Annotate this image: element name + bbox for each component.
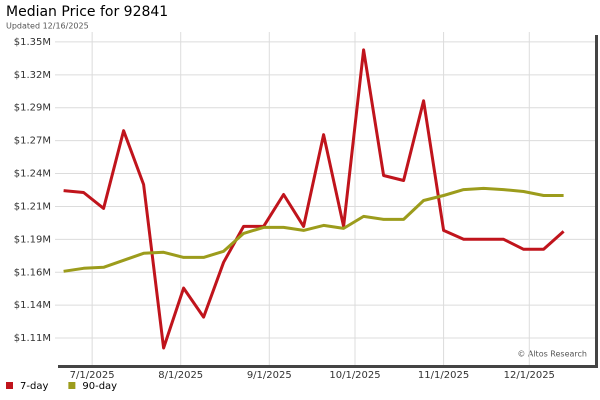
x-tick-label: 9/1/2025 xyxy=(247,370,292,381)
x-tick-label: 8/1/2025 xyxy=(158,370,203,381)
y-tick-label: $1.14M xyxy=(14,300,51,311)
y-tick-label: $1.11M xyxy=(14,333,51,344)
y-tick-label: $1.27M xyxy=(14,136,51,147)
chart-title: Median Price for 92841 xyxy=(6,4,168,20)
chart-subtitle: Updated 12/16/2025 xyxy=(6,22,89,31)
legend-swatch xyxy=(6,382,13,389)
legend-label: 7-day xyxy=(20,381,48,392)
y-tick-label: $1.19M xyxy=(14,234,51,245)
y-tick-label: $1.29M xyxy=(14,103,51,114)
y-tick-label: $1.16M xyxy=(14,267,51,278)
x-tick-label: 11/1/2025 xyxy=(418,370,469,381)
y-tick-label: $1.32M xyxy=(14,70,51,81)
y-tick-label: $1.35M xyxy=(14,37,51,48)
x-tick-label: 7/1/2025 xyxy=(70,370,115,381)
series-line xyxy=(63,48,565,350)
x-tick-label: 10/1/2025 xyxy=(329,370,380,381)
watermark: © Altos Research xyxy=(517,350,587,359)
plot-area xyxy=(55,32,595,365)
legend-swatch xyxy=(68,382,76,389)
legend-label: 90-day xyxy=(82,381,117,392)
y-tick-label: $1.24M xyxy=(14,169,51,180)
x-tick-label: 12/1/2025 xyxy=(504,370,555,381)
y-tick-label: $1.21M xyxy=(14,201,51,212)
series-line xyxy=(63,186,564,273)
